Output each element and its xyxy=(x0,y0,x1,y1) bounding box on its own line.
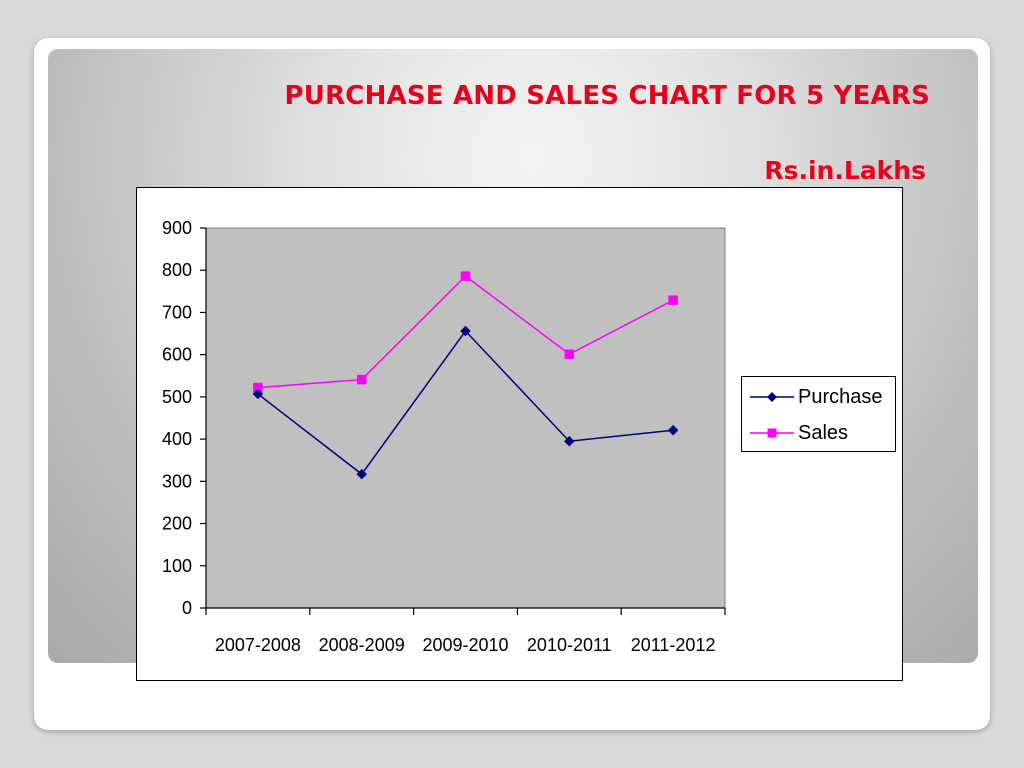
y-tick-label: 500 xyxy=(162,387,192,407)
data-point-purchase xyxy=(356,468,368,480)
y-tick-label: 900 xyxy=(162,218,192,238)
data-point-sales xyxy=(564,349,575,359)
legend: Purchase Sales xyxy=(741,376,896,452)
chart-container: 0 100 200 300 400 500 600 700 800 900 2007-2008 200… xyxy=(136,187,903,681)
plot-area xyxy=(205,227,726,609)
legend-sales-label: Sales xyxy=(798,422,849,444)
y-tick-label: 0 xyxy=(182,598,192,618)
data-point-sales xyxy=(356,374,367,385)
y-tick-label: 200 xyxy=(162,514,192,534)
y-tick-label: 400 xyxy=(162,429,192,449)
data-point-sales xyxy=(668,295,678,305)
data-point-purchase xyxy=(460,325,471,337)
y-tick-label: 600 xyxy=(162,345,192,365)
data-point-purchase xyxy=(667,424,679,436)
x-tick-label: 2008-2009 xyxy=(319,635,405,655)
x-tick-label: 2009-2010 xyxy=(422,635,508,655)
legend-item-sales: Sales xyxy=(750,421,895,445)
legend-purchase-label: Purchase xyxy=(798,386,883,408)
series-layer xyxy=(252,271,679,480)
unit-label: Rs.in.Lakhs xyxy=(764,156,926,185)
y-tick-label: 100 xyxy=(162,556,192,576)
data-point-sales xyxy=(253,382,263,393)
y-tick-label: 700 xyxy=(162,302,192,322)
y-tick-label: 800 xyxy=(162,260,192,280)
slide-title: PURCHASE AND SALES CHART FOR 5 YEARS xyxy=(284,81,930,111)
line-chart: 0 100 200 300 400 500 600 700 800 900 2007-2008 200… xyxy=(162,218,726,655)
legend-purchase-marker xyxy=(750,392,794,402)
legend-item-purchase: Purchase xyxy=(750,385,895,409)
x-tick-label: 2010-2011 xyxy=(527,635,612,655)
data-point-sales xyxy=(460,271,471,281)
x-tick-label: 2011-2012 xyxy=(631,635,716,655)
axes: 0 100 200 300 400 500 600 700 800 900 2007-2008 200… xyxy=(162,218,726,655)
data-point-purchase xyxy=(252,388,264,400)
y-tick-label: 300 xyxy=(162,471,192,491)
x-tick-label: 2007-2008 xyxy=(215,635,301,655)
data-point-purchase xyxy=(563,435,575,447)
legend-sales-marker xyxy=(750,428,794,438)
